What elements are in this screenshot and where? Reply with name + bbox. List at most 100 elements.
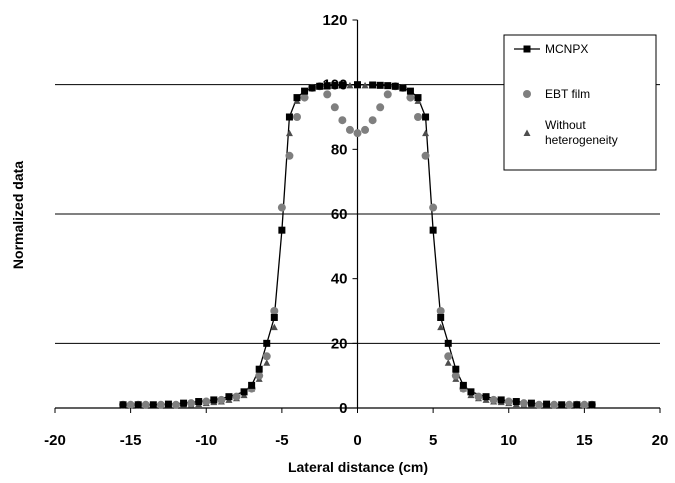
x-tick-label: 20 (652, 432, 669, 449)
data-point (543, 400, 551, 408)
data-point (391, 82, 399, 90)
y-tick-label: 120 (322, 12, 347, 29)
series-points (119, 81, 596, 409)
data-point (338, 116, 347, 125)
data-point (180, 399, 188, 407)
data-point (278, 226, 286, 234)
data-point (210, 396, 218, 404)
data-point (504, 397, 513, 406)
data-point (588, 401, 596, 409)
y-tick-label: 100 (322, 77, 347, 94)
data-point (558, 401, 566, 409)
data-point (437, 313, 445, 321)
legend-label: Without (545, 118, 586, 132)
data-point (293, 113, 301, 121)
data-point (383, 90, 392, 99)
data-point (580, 400, 589, 409)
data-point (149, 401, 157, 409)
data-point (293, 94, 301, 102)
data-point (467, 388, 475, 396)
data-point (164, 400, 172, 408)
data-point (444, 352, 453, 361)
data-point (512, 398, 520, 406)
data-point (331, 81, 339, 89)
data-point (361, 125, 370, 134)
legend-label: EBT film (545, 87, 590, 101)
data-point (452, 365, 460, 373)
data-point (368, 116, 377, 125)
data-point (444, 359, 452, 366)
data-point (459, 381, 467, 389)
data-point (474, 392, 483, 401)
legend-marker (523, 45, 531, 53)
data-point (346, 81, 354, 89)
data-point (436, 307, 445, 315)
data-point (263, 339, 271, 347)
data-point (270, 323, 278, 331)
data-point (565, 400, 574, 409)
data-point (376, 81, 384, 89)
y-tick-label: 80 (331, 141, 348, 158)
data-point (301, 87, 309, 95)
data-point (406, 93, 415, 102)
x-tick-label: -15 (120, 432, 142, 449)
data-point (248, 381, 256, 389)
legend-label: MCNPX (545, 42, 588, 56)
data-point (255, 365, 263, 373)
data-point (451, 371, 460, 380)
x-tick-label: 15 (576, 432, 593, 449)
legend-marker (523, 129, 531, 136)
y-tick-label: 20 (331, 335, 348, 352)
x-tick-label: -5 (275, 432, 288, 449)
data-point (270, 313, 278, 321)
y-axis-title: Normalized data (10, 161, 26, 269)
data-point (323, 90, 332, 99)
data-point (414, 94, 422, 102)
data-point (421, 151, 430, 160)
y-tick-label: 60 (331, 206, 348, 223)
data-point (285, 151, 294, 160)
x-tick-label: 0 (353, 432, 361, 449)
data-point (345, 125, 354, 134)
data-point (323, 82, 331, 90)
data-point (519, 399, 528, 408)
data-point (414, 113, 422, 121)
data-point (217, 395, 226, 404)
data-point (489, 395, 498, 404)
data-point (369, 81, 377, 89)
data-point (482, 393, 490, 401)
legend-label: heterogeneity (545, 133, 618, 147)
legend-box (503, 34, 657, 171)
data-point (497, 396, 505, 404)
data-point (406, 87, 414, 95)
data-point (270, 307, 279, 315)
data-point (527, 399, 535, 407)
y-tick-label: 40 (331, 271, 348, 288)
data-point (316, 82, 324, 90)
x-tick-label: 5 (429, 432, 437, 449)
data-point (187, 399, 196, 408)
data-point (338, 81, 346, 89)
data-point (119, 401, 127, 409)
x-tick-label: -20 (44, 432, 66, 449)
data-point (202, 397, 211, 406)
data-point (535, 400, 543, 409)
data-point (134, 401, 142, 409)
data-point (437, 323, 445, 331)
x-tick-label: -10 (195, 432, 217, 449)
data-point (195, 398, 203, 406)
data-point (240, 388, 248, 396)
data-point (429, 203, 438, 212)
data-point (263, 359, 271, 366)
data-point (141, 400, 150, 409)
x-tick-label: 10 (500, 432, 517, 449)
data-point (550, 400, 559, 409)
data-point (422, 113, 430, 121)
data-point (232, 392, 241, 401)
legend-marker (523, 90, 531, 98)
data-point (156, 400, 165, 409)
data-point (285, 113, 293, 121)
y-tick-label: 0 (339, 400, 347, 417)
data-point (444, 339, 452, 347)
